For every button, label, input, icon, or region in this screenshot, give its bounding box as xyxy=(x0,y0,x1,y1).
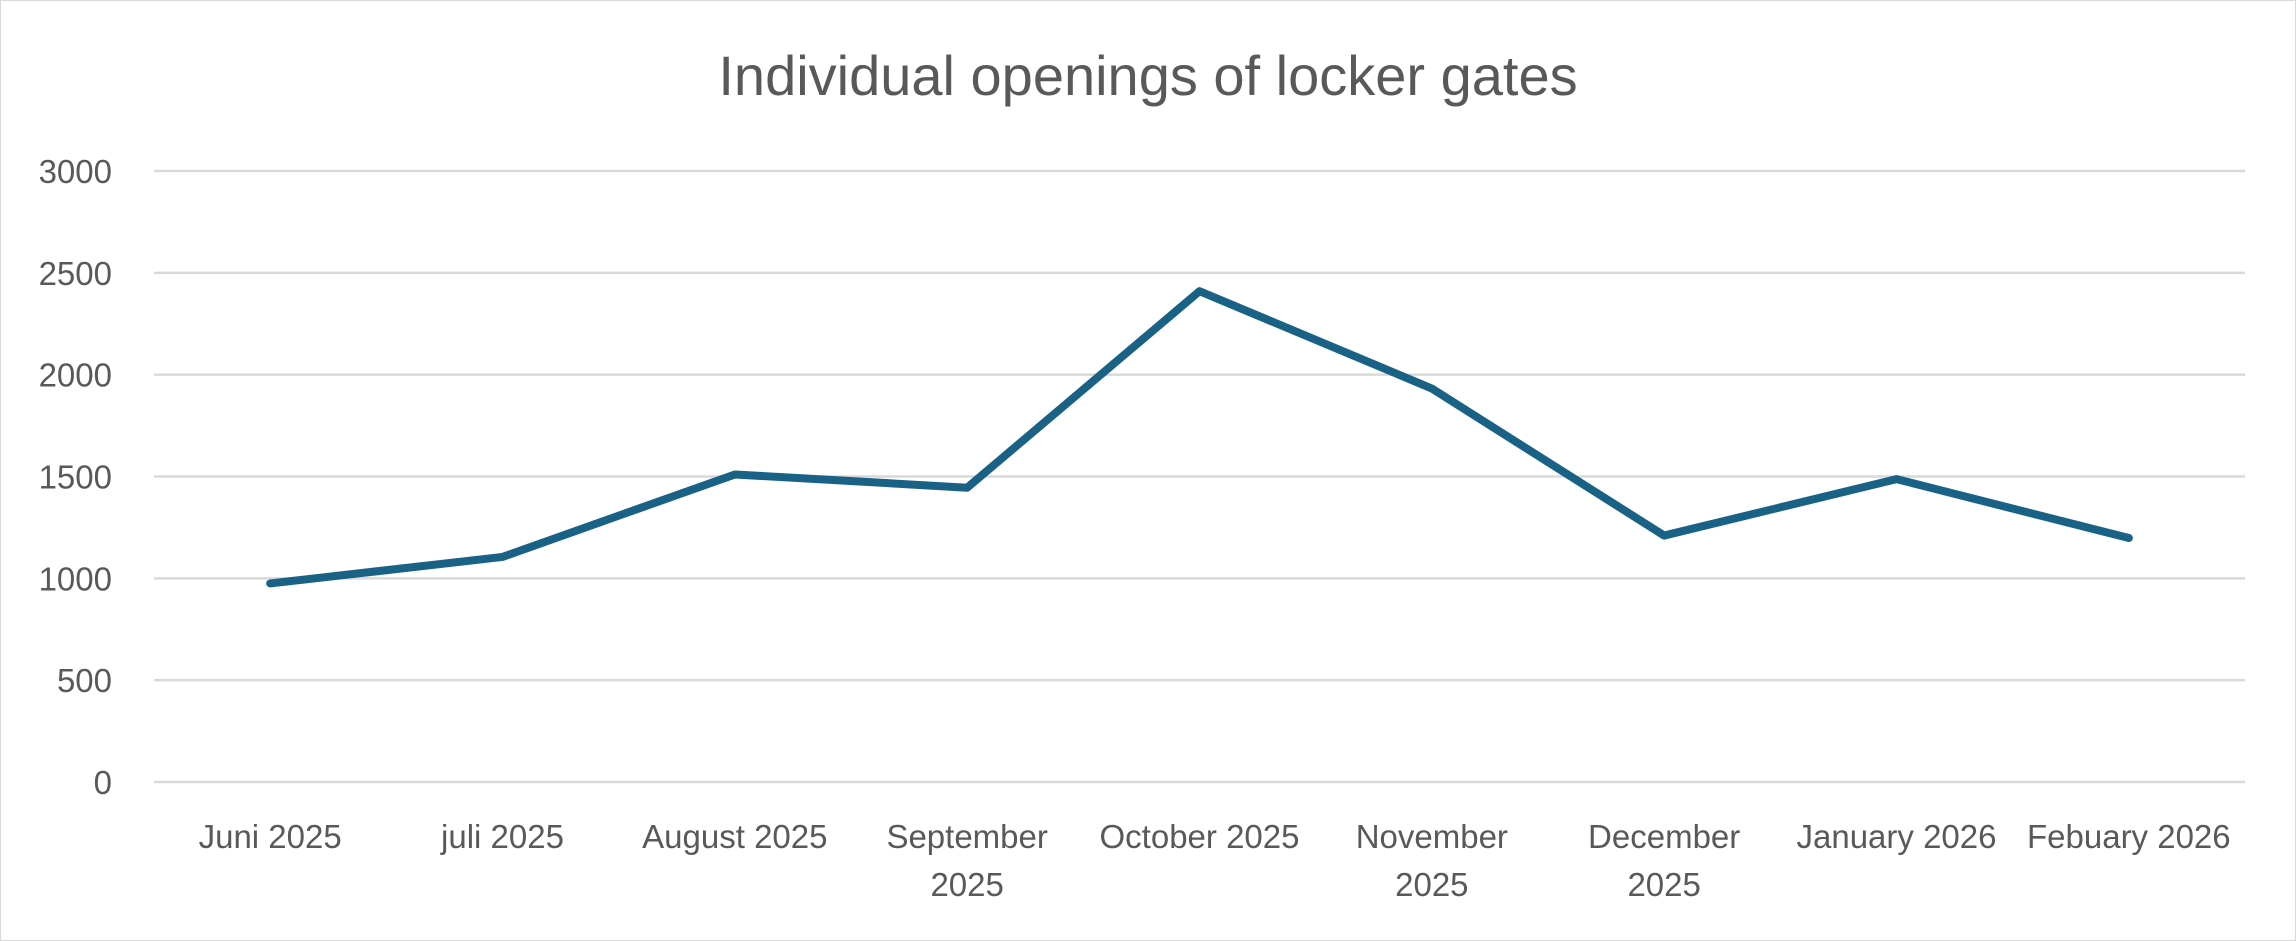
x-tick-label: December xyxy=(1588,818,1740,855)
x-tick-label: January 2026 xyxy=(1797,818,1997,855)
x-tick-label: 2025 xyxy=(930,866,1003,903)
y-tick-label: 3000 xyxy=(39,153,112,190)
chart-title: Individual openings of locker gates xyxy=(718,44,1577,107)
x-tick-label: August 2025 xyxy=(642,818,827,855)
y-tick-label: 0 xyxy=(94,764,112,801)
x-tick-label: 2025 xyxy=(1395,866,1468,903)
series-line xyxy=(266,287,2133,588)
y-tick-label: 1500 xyxy=(39,459,112,496)
y-tick-label: 500 xyxy=(57,662,112,699)
x-tick-label: Febuary 2026 xyxy=(2027,818,2231,855)
y-tick-label: 2000 xyxy=(39,357,112,394)
x-tick-label: October 2025 xyxy=(1100,818,1300,855)
x-tick-label: juli 2025 xyxy=(440,818,564,855)
y-tick-label: 1000 xyxy=(39,560,112,597)
x-tick-label: September xyxy=(886,818,1047,855)
x-tick-label: Juni 2025 xyxy=(199,818,342,855)
x-tick-label: 2025 xyxy=(1627,866,1700,903)
x-tick-label: November xyxy=(1356,818,1508,855)
y-tick-label: 2500 xyxy=(39,255,112,292)
